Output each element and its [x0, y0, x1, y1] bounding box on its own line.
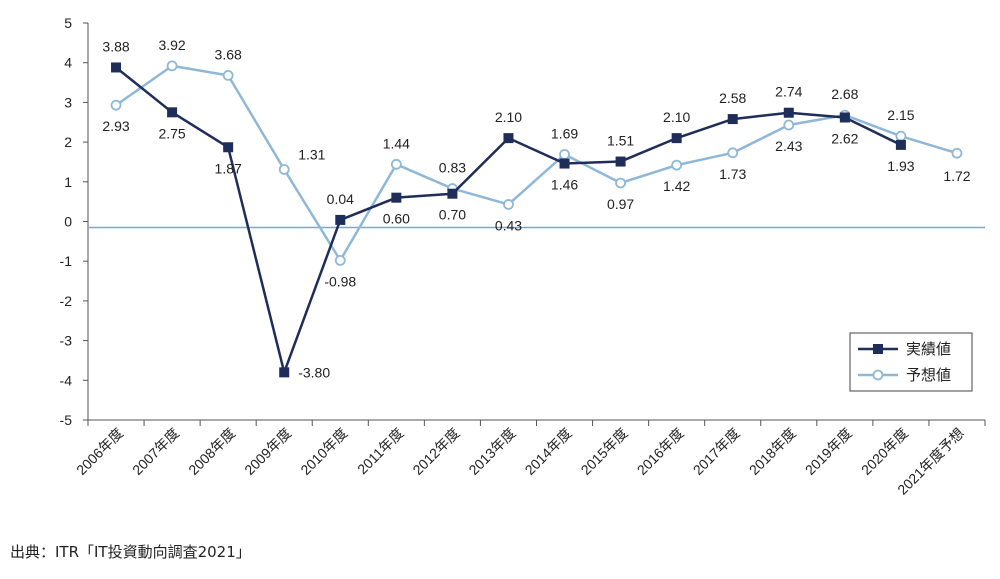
actual-data-label: 3.88: [102, 38, 129, 54]
y-tick-label: 1: [64, 174, 72, 190]
y-tick-label: 2: [64, 134, 72, 150]
x-tick-label: 2013年度: [465, 425, 518, 478]
forecast-point: [727, 147, 739, 159]
y-tick-label: -1: [60, 253, 73, 269]
actual-data-label: 2.58: [719, 90, 746, 106]
forecast-data-label: 2.68: [831, 86, 858, 102]
legend-swatch-marker: [872, 369, 884, 381]
forecast-data-label: -0.98: [324, 273, 356, 289]
source-citation: 出典：ITR「IT投資動向調査2021」: [10, 543, 251, 561]
actual-point: [223, 142, 234, 153]
actual-data-label: 0.04: [327, 191, 354, 207]
legend-label: 予想値: [906, 367, 951, 384]
x-tick-label: 2016年度: [634, 425, 687, 478]
actual-point: [391, 192, 402, 203]
actual-point: [671, 133, 682, 144]
forecast-data-label: 0.43: [495, 217, 522, 233]
forecast-point: [783, 119, 795, 131]
y-tick-label: 4: [64, 55, 72, 71]
y-tick-label: -3: [60, 333, 73, 349]
forecast-point: [278, 164, 290, 175]
x-tick-label: 2011年度: [354, 425, 406, 477]
y-tick-label: 5: [64, 15, 72, 31]
forecast-data-label: 1.73: [719, 166, 746, 182]
x-tick-label: 2006年度: [73, 425, 126, 478]
x-tick-label: 2017年度: [690, 425, 743, 478]
actual-point: [839, 112, 850, 123]
forecast-point: [222, 70, 234, 81]
actual-data-label: 1.46: [551, 177, 578, 193]
y-tick-label: 0: [64, 214, 72, 230]
forecast-point: [166, 60, 178, 72]
forecast-data-label: 3.68: [215, 46, 242, 62]
x-tick-label: 2015年度: [578, 425, 631, 478]
forecast-data-label: 1.69: [551, 125, 578, 141]
legend-box: [849, 332, 973, 392]
forecast-data-label: 0.97: [607, 196, 634, 212]
actual-point: [615, 156, 626, 167]
forecast-data-label: 1.44: [383, 135, 410, 151]
forecast-data-label: 0.83: [439, 160, 466, 176]
actual-data-label: 2.62: [831, 130, 858, 146]
forecast-data-label: 1.72: [943, 168, 970, 184]
forecast-point: [615, 177, 626, 189]
actual-data-label: 2.75: [158, 125, 185, 141]
forecast-data-label: 1.42: [663, 178, 690, 194]
x-tick-label: 2010年度: [297, 425, 350, 478]
forecast-point: [110, 99, 122, 111]
actual-data-label: 2.10: [495, 109, 522, 125]
forecast-point: [895, 130, 907, 142]
actual-point: [727, 114, 738, 125]
forecast-point: [503, 199, 514, 210]
actual-data-label: 2.10: [663, 109, 690, 125]
forecast-series-line: [115, 64, 958, 262]
forecast-data-label: 2.93: [102, 118, 129, 134]
actual-data-label: 1.93: [887, 158, 914, 174]
forecast-data-label: 2.43: [775, 138, 802, 154]
x-tick-label: 2012年度: [409, 425, 462, 478]
forecast-point: [390, 158, 402, 170]
y-tick-label: -4: [60, 372, 73, 388]
y-tick-label: -2: [60, 293, 73, 309]
actual-point: [279, 367, 290, 378]
x-tick-label: 2014年度: [522, 425, 575, 478]
actual-data-label: 0.60: [383, 211, 410, 227]
actual-data-label: 0.70: [439, 207, 466, 223]
forecast-point: [951, 147, 963, 159]
forecast-data-label: 1.31: [298, 146, 325, 162]
forecast-data-label: 3.92: [158, 37, 185, 53]
actual-point: [111, 62, 122, 73]
actual-point: [503, 133, 514, 144]
actual-data-label: 1.87: [215, 160, 242, 176]
actual-data-label: -3.80: [298, 364, 330, 380]
series-group: [110, 60, 963, 378]
y-tick-label: 3: [64, 94, 72, 110]
actual-point: [559, 158, 570, 169]
x-tick-label: 2019年度: [802, 425, 855, 478]
actual-point: [167, 107, 178, 118]
actual-point: [895, 139, 906, 150]
actual-point: [335, 214, 346, 225]
x-tick-label: 2020年度: [858, 425, 911, 478]
x-tick-label: 2008年度: [185, 425, 238, 478]
forecast-point: [671, 159, 683, 171]
forecast-point: [559, 149, 570, 160]
actual-data-label: 1.51: [607, 133, 634, 149]
y-tick-label: -5: [60, 412, 73, 428]
actual-point: [447, 188, 458, 199]
forecast-point: [334, 255, 346, 266]
x-tick-label: 2018年度: [746, 425, 799, 478]
data-labels-group: 3.88 2.93 2.75 3.92 1.87 3.68 -3.80 1.31 0.04 -0.…: [102, 37, 970, 380]
actual-data-label: 2.74: [775, 84, 802, 100]
actual-point: [783, 107, 794, 118]
x-tick-label: 2009年度: [241, 425, 294, 478]
forecast-data-label: 2.15: [887, 107, 914, 123]
x-tick-label: 2007年度: [129, 425, 182, 478]
legend-swatch-marker: [873, 344, 883, 354]
legend-label: 実績値: [906, 341, 951, 358]
